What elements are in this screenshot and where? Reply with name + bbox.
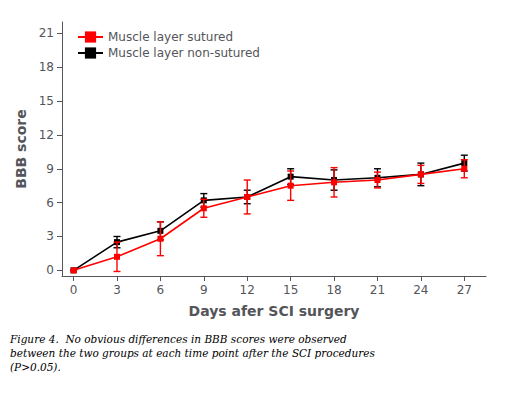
svg-text:3: 3 [113,283,121,297]
svg-text:12: 12 [39,128,54,142]
svg-text:21: 21 [370,283,385,297]
svg-text:Figure 4. No obvious differen: Figure 4. No obvious differences in BBB … [9,333,347,345]
svg-text:18: 18 [326,283,341,297]
svg-text:15: 15 [283,283,298,297]
svg-text:Days afer SCI surgery: Days afer SCI surgery [189,303,360,319]
svg-text:BBB score: BBB score [13,109,29,189]
svg-text:27: 27 [457,283,472,297]
svg-text:3: 3 [46,229,54,243]
svg-text:between the two groups at each: between the two groups at each time poin… [10,347,375,359]
svg-text:9: 9 [200,283,208,297]
svg-text:Muscle layer non-sutured: Muscle layer non-sutured [108,46,260,60]
svg-text:21: 21 [39,26,54,40]
svg-text:6: 6 [157,283,165,297]
svg-text:Muscle layer sutured: Muscle layer sutured [108,30,233,44]
svg-text:18: 18 [39,60,54,74]
svg-text:12: 12 [240,283,255,297]
svg-text:(P>0.05).: (P>0.05). [10,361,61,373]
svg-text:15: 15 [39,94,54,108]
svg-text:0: 0 [46,263,54,277]
svg-text:9: 9 [46,162,54,176]
svg-text:24: 24 [413,283,428,297]
svg-text:0: 0 [70,283,78,297]
svg-text:6: 6 [46,196,54,210]
